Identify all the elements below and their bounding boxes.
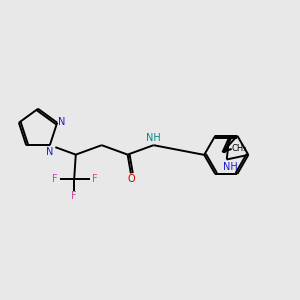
Text: NH: NH bbox=[223, 162, 237, 172]
Text: F: F bbox=[52, 174, 58, 184]
Text: F: F bbox=[92, 174, 98, 184]
Text: CH₃: CH₃ bbox=[231, 144, 247, 153]
Text: N: N bbox=[46, 147, 53, 157]
Text: N: N bbox=[58, 117, 65, 128]
Text: NH: NH bbox=[146, 133, 161, 143]
Text: O: O bbox=[128, 174, 135, 184]
Text: F: F bbox=[71, 191, 77, 201]
